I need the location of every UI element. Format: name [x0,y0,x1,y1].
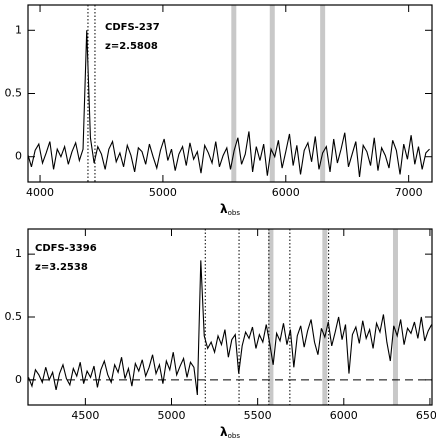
x-axis-label-main: λ [220,425,228,439]
plot-frame [27,228,433,406]
sky-band [231,5,237,182]
x-tick-label: 4000 [26,186,54,199]
sky-band [320,5,326,182]
x-tick-label: 6000 [330,409,358,422]
x-tick-label: 4500 [71,409,99,422]
x-axis-label-sub: obs [228,209,241,217]
y-tick-label: 1 [15,247,22,260]
spectrum-line [28,30,430,178]
y-tick-label: 0 [15,373,22,386]
annotation: CDFS-237 [105,22,160,33]
x-axis-label: λobs [220,425,240,441]
x-tick-label: 5000 [149,186,177,199]
y-tick-label: 0.5 [5,310,23,323]
sky-band [268,229,274,405]
y-tick-label: 0.5 [5,87,23,100]
sky-band [269,5,275,182]
x-tick-label: 7000 [395,186,423,199]
x-axis-label-main: λ [220,202,228,216]
x-axis-label-sub: obs [228,432,241,440]
annotation: CDFS-3396 [35,243,97,254]
annotation: z=3.2538 [35,262,88,273]
y-tick-label: 1 [15,23,22,36]
spectrum-line [28,260,432,396]
sky-band [322,229,328,405]
sky-band [392,229,398,405]
annotation: z=2.5808 [105,41,158,52]
x-tick-label: 6000 [272,186,300,199]
y-tick-label: 0 [15,150,22,163]
x-tick-label: 5500 [244,409,272,422]
x-tick-label: 5000 [158,409,186,422]
x-axis-label: λobs [220,202,240,218]
